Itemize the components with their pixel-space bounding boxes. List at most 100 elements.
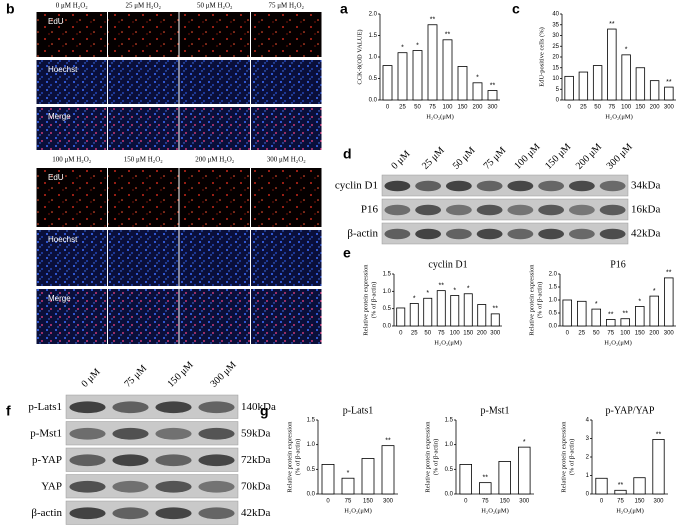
micrograph: [108, 107, 179, 150]
significance-label: *: [595, 301, 598, 308]
bar: [635, 67, 646, 101]
blot-band: [599, 204, 626, 216]
significance-label: **: [439, 282, 445, 289]
y-tick-label: 0.5: [549, 311, 558, 317]
protein-label: p-Mst1: [30, 427, 62, 439]
x-tick-label: 300: [383, 499, 394, 505]
bar: [614, 489, 627, 495]
x-tick-label: 300: [519, 499, 530, 505]
column-label: 75 μM H₂O₂: [269, 2, 305, 10]
x-axis-label: H₂O₂(μM): [604, 339, 632, 346]
micrograph: [36, 107, 107, 150]
x-tick-label: 0: [567, 105, 571, 111]
blot-band: [69, 454, 106, 467]
y-tick-label: 1.0: [445, 442, 454, 448]
panel-label: a: [340, 1, 348, 17]
bar: [361, 458, 375, 495]
panel-label: b: [6, 1, 15, 17]
micrograph: [108, 289, 179, 344]
blot-strip: [65, 421, 239, 446]
column-label: 100 μM H₂O₂: [52, 156, 92, 164]
size-label: 34kDa: [631, 180, 660, 192]
column-label: 0 μM H₂O₂: [56, 2, 89, 10]
significance-label: *: [625, 47, 628, 54]
y-tick-label: 0.0: [307, 492, 316, 498]
y-tick-label: 0.0: [549, 324, 558, 330]
significance-label: *: [347, 470, 350, 477]
column-label: 200 μM H₂O₂: [195, 156, 235, 164]
y-axis-label: Relative protein expression: [528, 264, 535, 336]
bar: [396, 307, 406, 327]
micrograph: [179, 289, 250, 344]
row-label: Merge: [48, 294, 71, 303]
blot-band: [445, 228, 472, 240]
x-axis-label: H₂O₂(μM): [434, 339, 462, 346]
x-tick-label: 25: [399, 105, 406, 111]
blot-band: [507, 204, 534, 216]
x-tick-label: 150: [634, 499, 645, 505]
x-axis-label: H₂O₂(μM): [605, 113, 633, 120]
significance-label: **: [608, 311, 614, 318]
x-axis-label: H₂O₂(μM): [344, 507, 372, 514]
chart-title: p-Lats1: [343, 405, 374, 416]
bar: [450, 295, 460, 327]
blot-strip: [381, 222, 629, 245]
blot-strip: [65, 474, 239, 499]
x-tick-label: 50: [594, 105, 601, 111]
panel-label: f: [6, 403, 11, 419]
bar: [321, 463, 335, 495]
bar: [412, 50, 423, 101]
y-tick-label: 5: [556, 87, 560, 93]
significance-label: **: [430, 17, 436, 24]
blot-band: [69, 480, 106, 493]
lane-label: 50 μM: [451, 145, 478, 172]
x-tick-label: 0: [600, 499, 604, 505]
size-label: 59kDa: [241, 427, 270, 439]
bar: [607, 28, 617, 101]
bar: [498, 461, 511, 495]
chart-title: p-YAP/YAP: [606, 405, 655, 416]
y-tick-label: 3: [586, 436, 590, 442]
significance-label: *: [426, 290, 429, 297]
blot-band: [538, 204, 565, 216]
x-tick-label: 300: [487, 105, 498, 111]
x-tick-label: 75: [438, 331, 445, 337]
y-axis-label: (% of β-actin): [432, 439, 439, 476]
y-tick-label: 1.5: [307, 418, 316, 424]
bar: [436, 290, 446, 327]
micrograph: [179, 230, 250, 286]
micrograph: [251, 107, 322, 150]
column-label: 50 μM H₂O₂: [197, 2, 233, 10]
protein-label: p-Lats1: [28, 401, 62, 413]
y-tick-label: 35: [552, 22, 559, 28]
bar: [652, 439, 665, 495]
bar: [472, 82, 483, 101]
micrograph: [36, 168, 107, 227]
bar: [664, 86, 674, 101]
blot-band: [112, 401, 149, 414]
protein-label: cyclin D1: [335, 180, 378, 192]
bar: [341, 477, 355, 495]
bar: [592, 65, 603, 101]
blot-strip: [65, 500, 239, 525]
micrograph: [36, 12, 107, 57]
x-tick-label: 200: [477, 331, 488, 337]
y-tick-label: 0.5: [383, 306, 392, 312]
blot-band: [476, 204, 503, 216]
bar: [633, 477, 646, 495]
x-tick-label: 150: [635, 105, 646, 111]
lane-label: 300 μM: [208, 359, 238, 389]
blot-band: [198, 427, 235, 440]
blot-band: [112, 427, 149, 440]
blot-band: [384, 204, 411, 216]
y-tick-label: 4: [586, 418, 590, 424]
bar: [478, 482, 492, 495]
x-tick-label: 100: [621, 105, 632, 111]
significance-label: *: [453, 287, 456, 294]
bar: [457, 66, 468, 101]
bar: [477, 304, 487, 327]
y-tick-label: 0.0: [445, 492, 454, 498]
x-tick-label: 25: [411, 331, 418, 337]
micrograph: [179, 60, 250, 104]
